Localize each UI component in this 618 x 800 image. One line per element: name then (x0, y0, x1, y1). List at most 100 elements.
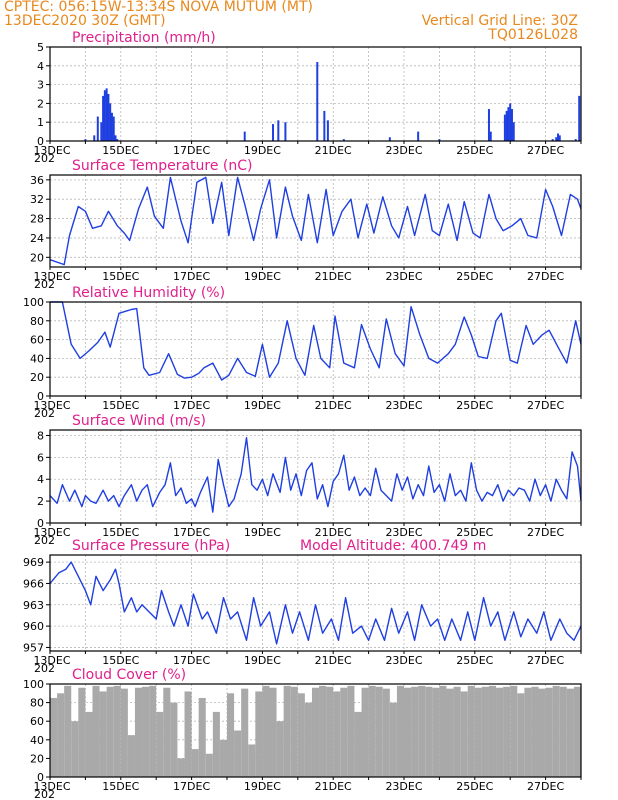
cloud-bar (340, 687, 348, 777)
x-tick-label: 25DEC (456, 270, 493, 283)
cloud-bar (389, 702, 397, 777)
x-tick-label: 25DEC (456, 780, 493, 793)
cloud-bar (524, 687, 532, 777)
x-tick-label: 27DEC (527, 780, 564, 793)
precip-bar (272, 124, 275, 141)
precip-bar (105, 88, 108, 141)
x-tick-label: 13DEC (33, 654, 70, 667)
cloud-bar (248, 744, 256, 777)
y-tick-label: 3 (37, 79, 44, 92)
x-tick-label: 25DEC (456, 144, 493, 157)
cloud-bar (354, 711, 362, 777)
panel-6 (46, 683, 582, 780)
cloud-bar (92, 685, 100, 777)
cloud-bar (191, 749, 199, 777)
y-tick-label: 0 (37, 390, 44, 403)
y-tick-label: 963 (23, 599, 44, 612)
cloud-bar (262, 685, 270, 777)
precip-bar (512, 122, 515, 141)
cloud-bar (361, 687, 369, 777)
y-tick-label: 80 (30, 697, 44, 710)
y-tick-label: 1 (37, 116, 44, 129)
cloud-bar (311, 687, 320, 777)
x-tick-label: 23DEC (385, 526, 422, 539)
cloud-bar (85, 711, 93, 777)
precip-bar (438, 139, 441, 141)
cloud-bar (488, 685, 497, 777)
header-grid-line: Vertical Grid Line: 30Z (422, 13, 578, 29)
cloud-bar (290, 686, 298, 777)
panel-1 (46, 46, 582, 144)
y-tick-label: 969 (23, 556, 44, 569)
precip-bar (96, 116, 99, 141)
x-tick-label: 17DEC (173, 399, 210, 412)
cloud-bar (304, 702, 312, 777)
cloud-bar (404, 687, 412, 777)
cloud-bar (467, 685, 475, 777)
cloud-bar (113, 685, 121, 777)
cloud-bar (219, 739, 227, 777)
x-tick-label: 19DEC (244, 144, 281, 157)
precip-bar (388, 137, 391, 141)
y-tick-label: 6 (37, 451, 44, 464)
cloud-bar (446, 688, 454, 777)
cloud-bar (120, 688, 128, 777)
cloud-bar (481, 686, 489, 777)
cloud-bar (163, 687, 171, 777)
precip-bar (102, 95, 105, 141)
y-tick-label: 20 (30, 251, 44, 264)
cloud-bar (64, 685, 72, 777)
y-tick-label: 40 (30, 352, 44, 365)
cloud-bar (517, 693, 525, 777)
x-tick-label: 19DEC (244, 526, 281, 539)
cloud-bar (453, 686, 461, 777)
precip-bar (574, 139, 577, 141)
series-line (49, 437, 582, 513)
precip-bar (558, 135, 561, 141)
x-tick-label: 15DEC (102, 780, 139, 793)
x-tick-label: 27DEC (527, 270, 564, 283)
x-tick-label: 19DEC (244, 399, 281, 412)
cloud-bar (283, 685, 291, 777)
x-year-label: 202 (34, 278, 55, 291)
panel-title: Surface Wind (m/s) (72, 413, 206, 429)
series-line (49, 176, 582, 266)
x-tick-label: 15DEC (102, 654, 139, 667)
x-tick-label: 21DEC (315, 270, 352, 283)
plot-frame (49, 174, 582, 268)
x-tick-label: 13DEC (33, 526, 70, 539)
cloud-bar (276, 721, 284, 777)
x-tick-label: 23DEC (385, 780, 422, 793)
x-tick-label: 17DEC (173, 270, 210, 283)
precip-bar (510, 109, 513, 141)
cloud-bar (503, 686, 511, 777)
y-tick-label: 4 (37, 60, 44, 73)
cloud-bar (531, 686, 539, 777)
cloud-bar (411, 686, 419, 777)
cloud-bar (368, 685, 376, 777)
precip-bar (93, 135, 96, 141)
cloud-bar (227, 693, 235, 777)
x-tick-label: 25DEC (456, 654, 493, 667)
y-tick-label: 4 (37, 473, 44, 486)
cloud-bar (156, 711, 164, 777)
cloud-bar (552, 685, 560, 777)
x-tick-label: 25DEC (456, 399, 493, 412)
precip-bar (342, 139, 345, 141)
x-tick-label: 19DEC (244, 270, 281, 283)
y-tick-label: 0 (37, 517, 44, 530)
precip-bar (243, 131, 246, 141)
cloud-bar (177, 758, 185, 777)
plot-frame (49, 683, 582, 778)
panel-title: Cloud Cover (%) (72, 667, 186, 683)
cloud-bar (396, 685, 404, 777)
precip-bar (277, 120, 280, 141)
x-tick-label: 23DEC (385, 399, 422, 412)
cloud-bar (170, 702, 178, 777)
precip-bar (103, 90, 106, 141)
x-tick-label: 21DEC (315, 144, 352, 157)
x-tick-label: 23DEC (385, 144, 422, 157)
y-tick-label: 957 (23, 641, 44, 654)
cloud-bar (297, 693, 305, 777)
